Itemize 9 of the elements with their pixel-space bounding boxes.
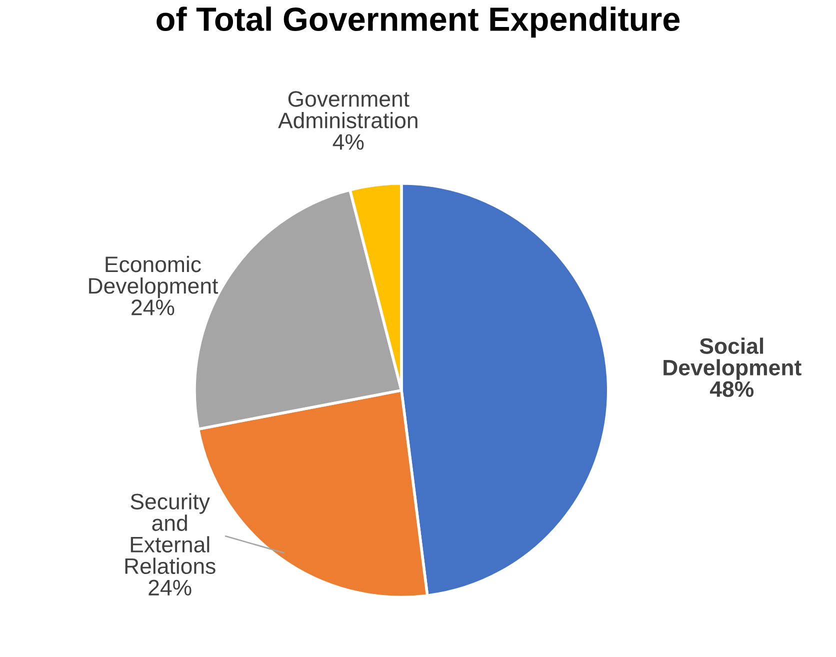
slice-label: Security and External Relations	[125, 493, 216, 574]
data-label: 4%	[332, 134, 364, 150]
slice-label: Government Administration	[278, 91, 418, 128]
data-label: 24%	[132, 300, 174, 316]
data-label: 48%	[710, 381, 754, 398]
data-label: 24%	[148, 580, 192, 596]
slice-label: Economic Development	[89, 256, 218, 298]
slice-label: Social Development	[664, 338, 802, 380]
chart-title: of Total Government Expenditure	[156, 6, 680, 38]
